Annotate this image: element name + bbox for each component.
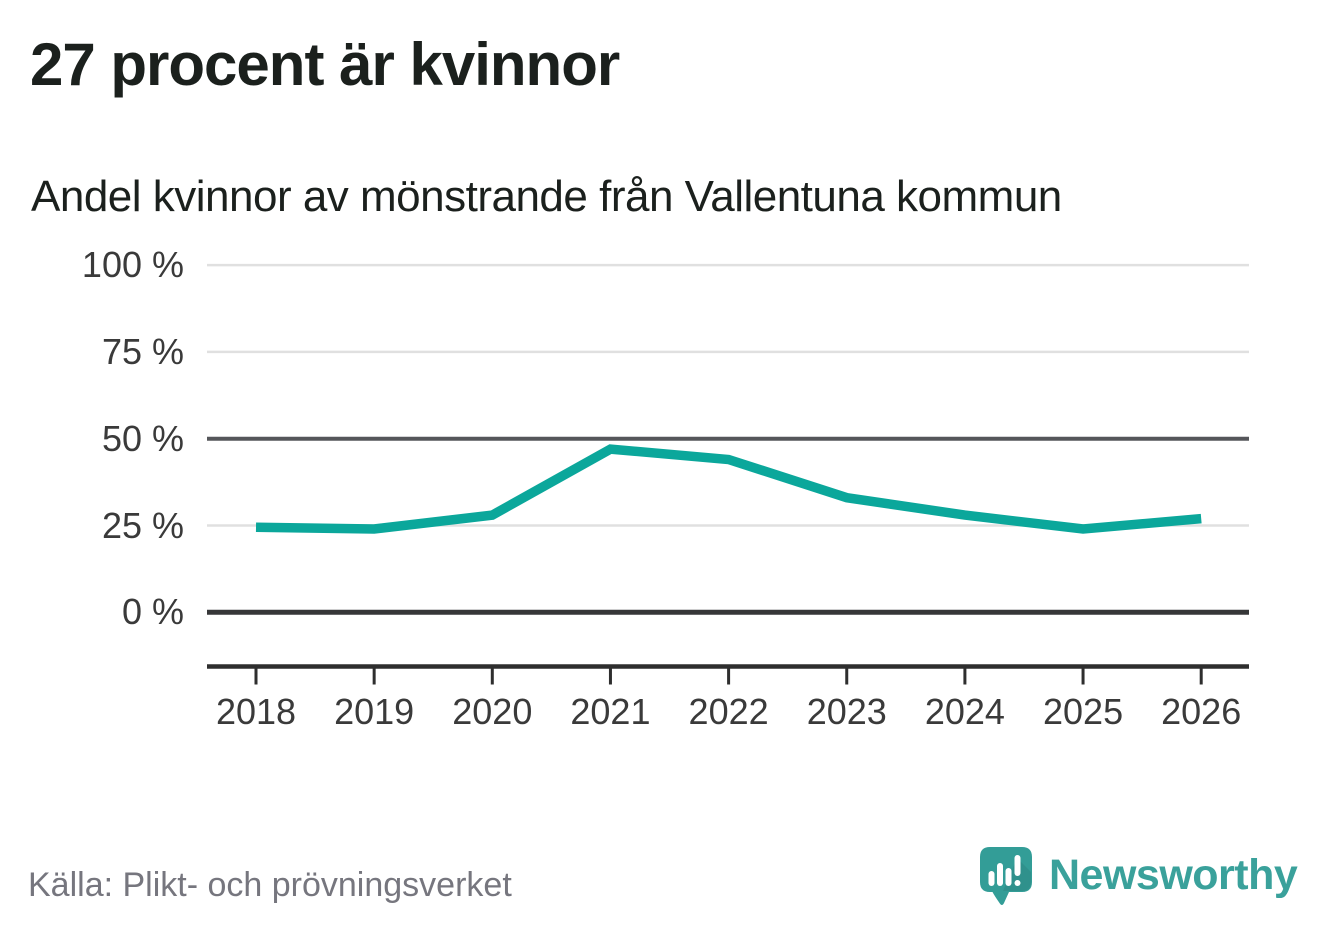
- exclamation-dot: [1014, 880, 1021, 886]
- x-axis-label-2022: 2022: [688, 691, 769, 732]
- x-axis-label-2023: 2023: [806, 691, 887, 732]
- x-axis-label-2021: 2021: [570, 691, 651, 732]
- newsworthy-speech-bubble-icon: [980, 847, 1032, 905]
- source-note: Källa: Plikt- och prövningsverket: [28, 866, 512, 904]
- x-axis-label-2019: 2019: [334, 691, 415, 732]
- newsworthy-logo-text: Newsworthy: [1049, 851, 1298, 899]
- bar-chart-bar-1: [988, 871, 995, 886]
- x-axis-label-2025: 2025: [1043, 691, 1124, 732]
- y-axis-label-0: 0 %: [121, 591, 184, 633]
- chart-subtitle: Andel kvinnor av mönstrande från Vallent…: [31, 172, 1062, 221]
- x-axis-label-2024: 2024: [924, 691, 1005, 732]
- chart-title: 27 procent är kvinnor: [30, 31, 620, 98]
- y-axis-label-25: 25 %: [101, 504, 184, 546]
- bar-chart-bar-3: [1005, 868, 1012, 886]
- y-axis-label-50: 50 %: [101, 417, 184, 459]
- exclamation-stroke: [1014, 855, 1021, 876]
- y-axis-label-100: 100 %: [81, 244, 184, 286]
- y-axis-label-75: 75 %: [101, 330, 184, 372]
- series-line-andel-kvinnor: [255, 444, 1202, 534]
- x-axis-label-2020: 2020: [452, 691, 533, 732]
- newsworthy-logo: Newsworthy: [979, 845, 1298, 909]
- x-axis-label-2026: 2026: [1161, 691, 1242, 732]
- bar-chart-bar-2: [997, 863, 1003, 886]
- x-axis-label-2018: 2018: [215, 691, 297, 732]
